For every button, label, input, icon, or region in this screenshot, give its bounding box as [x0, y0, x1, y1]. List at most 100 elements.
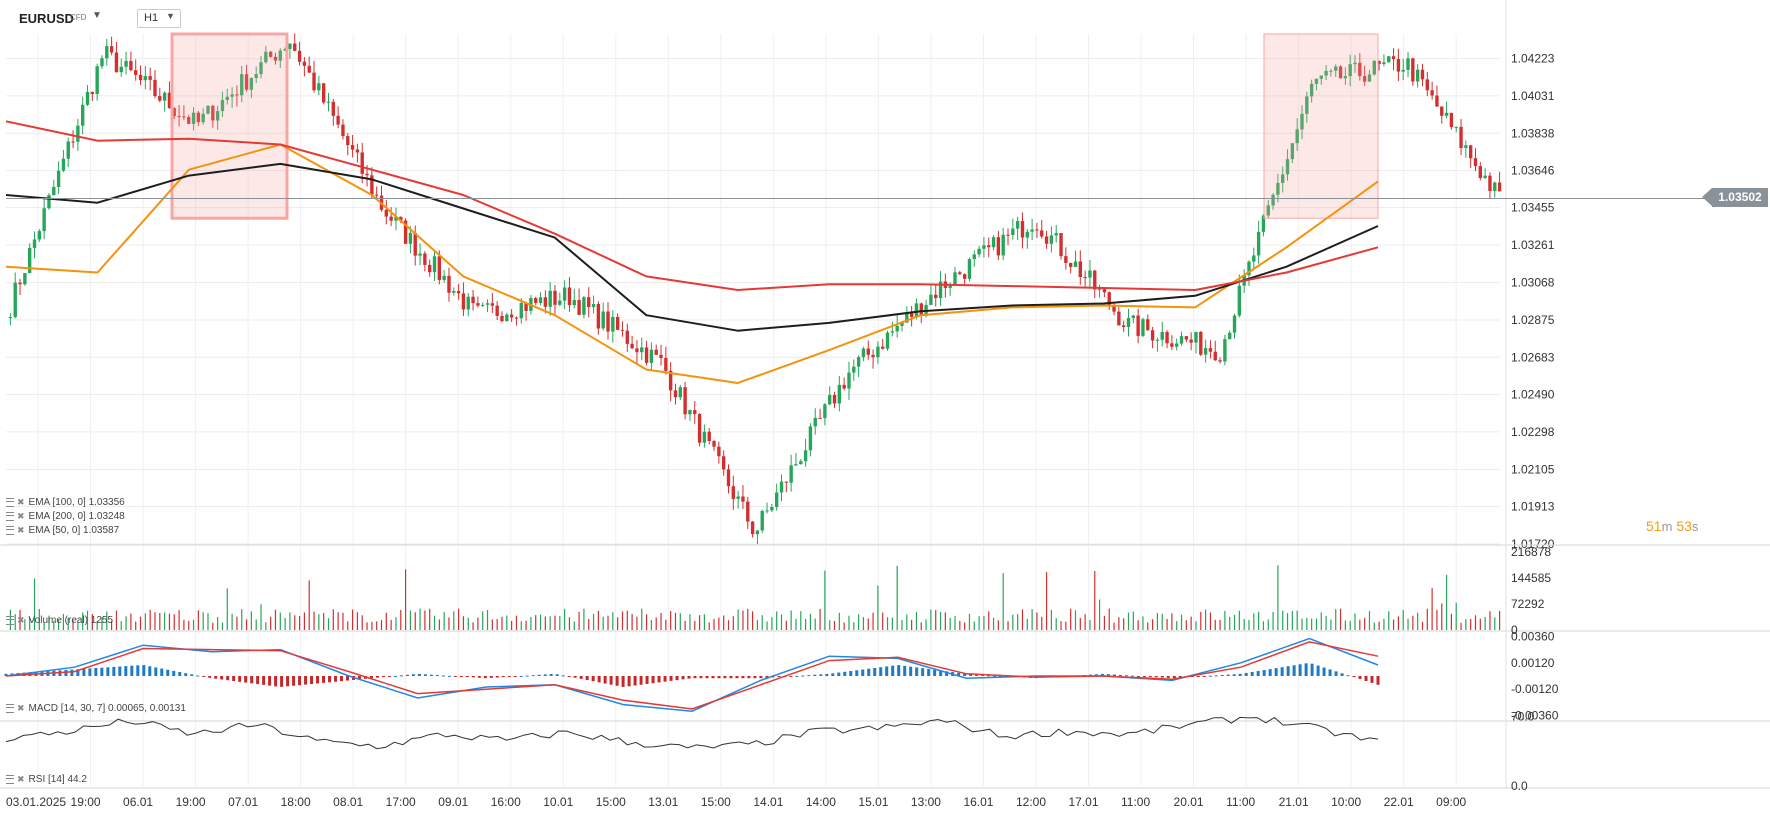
macd-axis-label: 0.00360 [1511, 629, 1555, 643]
legend-ema50[interactable]: ✖ EMA [50, 0] 1.03587 [6, 525, 119, 536]
macd-histogram-bar [1142, 676, 1146, 677]
symbol-label[interactable]: EURUSD [19, 11, 74, 26]
macd-histogram-bar [1106, 674, 1110, 676]
candle-body [856, 357, 861, 367]
macd-histogram-bar [537, 674, 541, 676]
price-axis-label: 1.01913 [1511, 500, 1555, 514]
macd-histogram-bar [441, 675, 445, 677]
candle-body [615, 316, 620, 330]
candle-body [1276, 182, 1280, 195]
macd-histogram-bar [202, 676, 206, 677]
candle-body [1406, 58, 1410, 70]
legend-ema200-text: EMA [200, 0] 1.03248 [28, 511, 125, 522]
macd-histogram-bar [423, 674, 427, 676]
candle-body [1483, 175, 1487, 178]
candle-body [331, 101, 335, 116]
timeframe-select[interactable]: H1 ▼ [137, 9, 181, 28]
legend-ema100[interactable]: ✖ EMA [100, 0] 1.03356 [6, 497, 125, 508]
candle-body [114, 52, 119, 73]
candle-body [1232, 315, 1237, 333]
macd-histogram-bar [1292, 665, 1296, 676]
macd-histogram-bar [1166, 676, 1170, 678]
candle-body [119, 66, 123, 73]
candle-body [1338, 66, 1343, 79]
settings-icon[interactable] [6, 615, 14, 625]
macd-histogram-bar [238, 676, 242, 682]
macd-histogram-bar [411, 674, 415, 676]
candle-body [909, 312, 914, 317]
macd-histogram-bar [495, 676, 499, 678]
macd-histogram-bar [298, 676, 302, 686]
legend-rsi[interactable]: ✖ RSI [14] 44.2 [6, 774, 87, 785]
macd-histogram-bar [711, 676, 715, 679]
timeframe-value: H1 [144, 12, 159, 24]
candle-body [196, 112, 201, 123]
candle-body [1440, 106, 1444, 116]
ema-line [5, 162, 1379, 332]
close-icon[interactable]: ✖ [17, 774, 25, 784]
macd-histogram-bar [945, 671, 949, 676]
macd-histogram-bar [861, 669, 865, 676]
macd-histogram-bar [627, 676, 631, 687]
legend-ema200[interactable]: ✖ EMA [200, 0] 1.03248 [6, 511, 125, 522]
macd-histogram-bar [435, 675, 439, 677]
macd-histogram-bar [357, 676, 361, 680]
close-icon[interactable]: ✖ [17, 497, 25, 507]
candle-body [606, 311, 610, 332]
legend-macd[interactable]: ✖ MACD [14, 30, 7] 0.00065, 0.00131 [6, 703, 186, 714]
candle-body [572, 299, 576, 306]
candle-body [8, 317, 13, 319]
price-grid: 1.04223 1.04031 1.03838 1.03646 1.03455 1.032… [6, 52, 1555, 551]
macd-histogram-bar [891, 665, 895, 676]
macd-histogram-bar [549, 674, 553, 676]
macd-histogram-bar [1256, 671, 1260, 676]
candle-body [962, 274, 967, 279]
symbol-dropdown-icon[interactable]: ▼ [92, 10, 102, 21]
macd-histogram-bar [1376, 676, 1380, 685]
candle-body [548, 290, 552, 307]
candle-body [678, 387, 682, 398]
legend-volume[interactable]: ✖ Volume (real) 1255 [6, 615, 113, 626]
settings-icon[interactable] [6, 525, 14, 535]
candle-body [138, 74, 143, 81]
settings-icon[interactable] [6, 703, 14, 713]
settings-icon[interactable] [6, 511, 14, 521]
time-axis-label: 10.01 [543, 795, 573, 809]
close-icon[interactable]: ✖ [17, 511, 25, 521]
candle-body [1112, 306, 1116, 312]
settings-icon[interactable] [6, 497, 14, 507]
candle-body [1121, 325, 1126, 328]
macd-histogram-bar [226, 676, 230, 681]
macd-histogram-bar [304, 676, 308, 685]
candle-body [1136, 315, 1140, 336]
candle-body [929, 294, 933, 305]
settings-icon[interactable] [6, 774, 14, 784]
macd-histogram-bar [328, 676, 332, 683]
macd-histogram-bar [148, 666, 152, 676]
candle-body [789, 465, 793, 483]
macd-histogram-bar [196, 675, 200, 677]
macd-histogram-bar [94, 668, 98, 676]
macd-histogram-bar [1250, 671, 1254, 676]
candle-body [85, 92, 90, 105]
macd-histogram-bar [322, 676, 326, 683]
close-icon[interactable]: ✖ [17, 703, 25, 713]
candle-body [1064, 256, 1068, 263]
candle-body [770, 507, 774, 511]
macd-histogram-bar [136, 665, 140, 676]
macd-histogram-bar [1358, 676, 1362, 680]
candle-body [1049, 235, 1054, 244]
candle-body [1126, 318, 1131, 328]
macd-histogram-bar [184, 673, 188, 676]
close-icon[interactable]: ✖ [17, 525, 25, 535]
macd-histogram-bar [519, 675, 523, 677]
candle-body [558, 300, 562, 305]
close-icon[interactable]: ✖ [17, 615, 25, 625]
candle-body [514, 317, 519, 319]
candle-body [1358, 62, 1362, 77]
candle-body [1497, 182, 1502, 192]
macd-histogram-bar [525, 675, 529, 677]
macd-histogram-bar [915, 667, 919, 676]
candle-body [818, 417, 822, 419]
